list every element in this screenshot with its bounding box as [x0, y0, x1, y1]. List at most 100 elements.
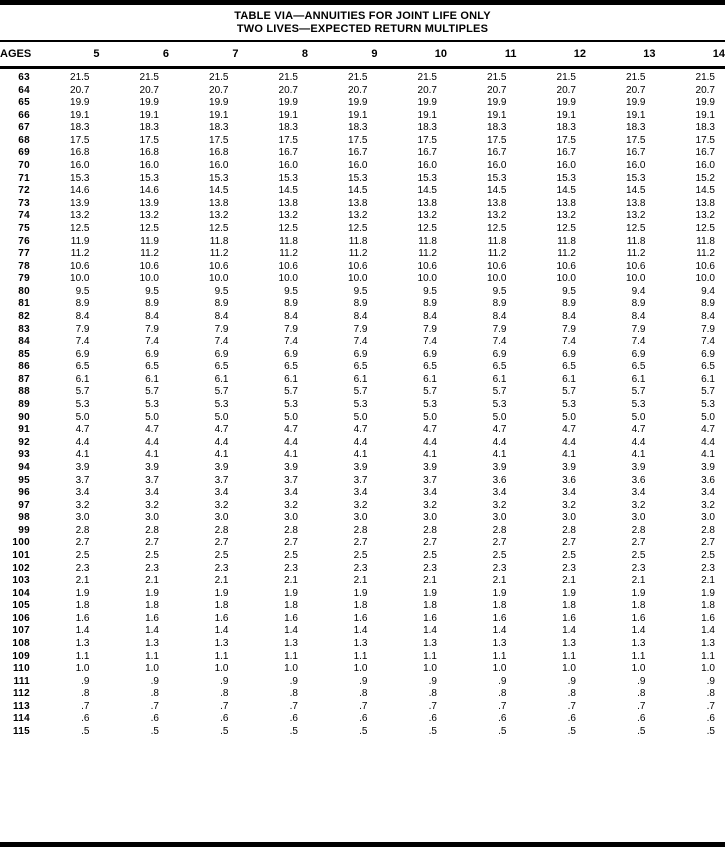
- multiple-cell: 4.7: [284, 424, 298, 436]
- age-cell: 73: [18, 197, 30, 209]
- multiple-cell: 1.0: [214, 663, 229, 675]
- multiple-cell: 7.9: [423, 323, 437, 335]
- multiple-cell: 16.7: [626, 147, 646, 159]
- multiple-cell: 3.9: [631, 461, 646, 473]
- multiple-cell: 6.5: [353, 361, 368, 373]
- multiple-cell: 1.0: [284, 663, 298, 675]
- multiple-cell: 7.4: [75, 336, 90, 348]
- multiple-cell: 14.5: [209, 185, 229, 197]
- table-row: 100 2.7 2.7 2.7 2.7 2.7 2.7 2.7 2.7 2.7 2.7: [0, 537, 725, 550]
- multiple-cell: .9: [81, 675, 90, 687]
- multiple-cell: 3.0: [631, 512, 646, 524]
- multiple-cell: 19.9: [487, 97, 507, 109]
- multiple-cell: 1.4: [631, 625, 646, 637]
- multiple-cell: 1.4: [353, 625, 368, 637]
- multiple-cell: 20.7: [70, 84, 90, 96]
- multiple-cell: 17.5: [70, 134, 90, 146]
- multiple-cell: 7.9: [214, 323, 229, 335]
- multiple-cell: 2.7: [145, 537, 159, 549]
- multiple-cell: 1.8: [214, 600, 229, 612]
- multiple-cell: 2.7: [75, 537, 90, 549]
- multiple-cell: 5.0: [284, 411, 298, 423]
- multiple-cell: 5.3: [631, 399, 646, 411]
- multiple-cell: .5: [220, 726, 229, 738]
- multiple-cell: 1.8: [701, 600, 715, 612]
- multiple-cell: 1.9: [631, 587, 646, 599]
- multiple-cell: .7: [706, 700, 715, 712]
- multiple-cell: 6.9: [75, 348, 90, 360]
- table-row: 78 10.6 10.6 10.6 10.6 10.6 10.6 10.6 10.6 10.6 10…: [0, 261, 725, 274]
- multiple-cell: 7.4: [284, 336, 298, 348]
- multiple-cell: 16.0: [417, 160, 437, 172]
- multiple-cell: 7.4: [214, 336, 229, 348]
- multiple-cell: 2.5: [423, 549, 437, 561]
- multiple-cell: 18.3: [348, 122, 368, 134]
- multiple-cell: 1.0: [562, 663, 576, 675]
- multiple-cell: 6.5: [214, 361, 229, 373]
- multiple-cell: 9.5: [562, 285, 576, 297]
- multiple-cell: 15.3: [209, 172, 229, 184]
- multiple-cell: 3.0: [562, 512, 576, 524]
- multiple-cell: 14.5: [556, 185, 576, 197]
- table-row: 110 1.0 1.0 1.0 1.0 1.0 1.0 1.0 1.0 1.0 1.0: [0, 663, 725, 676]
- age-cell: 108: [12, 638, 30, 650]
- multiple-cell: 4.7: [562, 424, 576, 436]
- multiple-cell: 1.3: [562, 638, 576, 650]
- multiple-cell: 17.5: [139, 134, 159, 146]
- multiple-cell: 10.0: [209, 273, 229, 285]
- multiple-cell: 16.0: [70, 160, 90, 172]
- multiple-cell: 10.0: [695, 273, 715, 285]
- multiple-cell: 2.8: [284, 524, 298, 536]
- table-row: 94 3.9 3.9 3.9 3.9 3.9 3.9 3.9 3.9 3.9 3.9: [0, 462, 725, 475]
- multiple-cell: 1.8: [492, 600, 507, 612]
- table-row: 65 19.9 19.9 19.9 19.9 19.9 19.9 19.9 19.9 19.9 19…: [0, 97, 725, 110]
- multiple-cell: 2.5: [284, 549, 298, 561]
- multiple-cell: .8: [637, 688, 646, 700]
- multiple-cell: 2.3: [75, 562, 90, 574]
- multiple-cell: 19.1: [139, 109, 159, 121]
- multiple-cell: .8: [359, 688, 368, 700]
- table-row: 73 13.9 13.9 13.8 13.8 13.8 13.8 13.8 13.8 13.8 13…: [0, 198, 725, 211]
- multiple-cell: 2.3: [423, 562, 437, 574]
- multiple-cell: 4.7: [145, 424, 159, 436]
- table-row: 88 5.7 5.7 5.7 5.7 5.7 5.7 5.7 5.7 5.7 5.7: [0, 386, 725, 399]
- multiple-cell: .5: [637, 726, 646, 738]
- age-cell: 68: [18, 134, 30, 146]
- table-row: 115 .5 .5 .5 .5 .5 .5 .5 .5 .5 .5: [0, 726, 725, 739]
- multiple-cell: 16.0: [487, 160, 507, 172]
- multiple-cell: 3.4: [701, 487, 715, 499]
- table-row: 108 1.3 1.3 1.3 1.3 1.3 1.3 1.3 1.3 1.3 1.3: [0, 638, 725, 651]
- multiple-cell: 5.0: [145, 411, 159, 423]
- multiple-cell: 11.8: [418, 235, 437, 247]
- age-cell: 111: [13, 675, 30, 687]
- multiple-cell: 2.7: [701, 537, 715, 549]
- multiple-cell: 1.6: [701, 612, 715, 624]
- multiple-cell: 13.2: [487, 210, 507, 222]
- multiple-cell: 21.5: [626, 72, 646, 83]
- multiple-cell: 19.9: [209, 97, 229, 109]
- multiple-cell: 1.9: [284, 587, 298, 599]
- multiple-cell: 18.3: [487, 122, 507, 134]
- multiple-cell: 17.5: [278, 134, 298, 146]
- multiple-cell: .7: [567, 700, 576, 712]
- multiple-cell: 1.0: [701, 663, 715, 675]
- multiple-cell: 8.9: [562, 298, 576, 310]
- multiple-cell: 3.2: [701, 499, 715, 511]
- age-cell: 115: [12, 726, 30, 738]
- multiple-cell: 11.8: [209, 235, 229, 247]
- multiple-cell: .8: [428, 688, 437, 700]
- multiple-cell: 16.0: [556, 160, 576, 172]
- multiple-cell: 14.6: [70, 185, 90, 197]
- age-cell: 91: [18, 424, 30, 436]
- table-row: 101 2.5 2.5 2.5 2.5 2.5 2.5 2.5 2.5 2.5 2.5: [0, 550, 725, 563]
- multiple-cell: 18.3: [417, 122, 437, 134]
- multiple-cell: 13.8: [487, 197, 507, 209]
- multiple-cell: 2.5: [492, 549, 507, 561]
- multiple-cell: 6.9: [701, 348, 715, 360]
- age-cell: 82: [18, 310, 30, 322]
- multiple-cell: .8: [498, 688, 507, 700]
- multiple-cell: 4.1: [562, 449, 576, 461]
- multiple-cell: 1.6: [145, 612, 159, 624]
- multiple-cell: 17.5: [695, 134, 715, 146]
- multiple-cell: 3.2: [492, 499, 507, 511]
